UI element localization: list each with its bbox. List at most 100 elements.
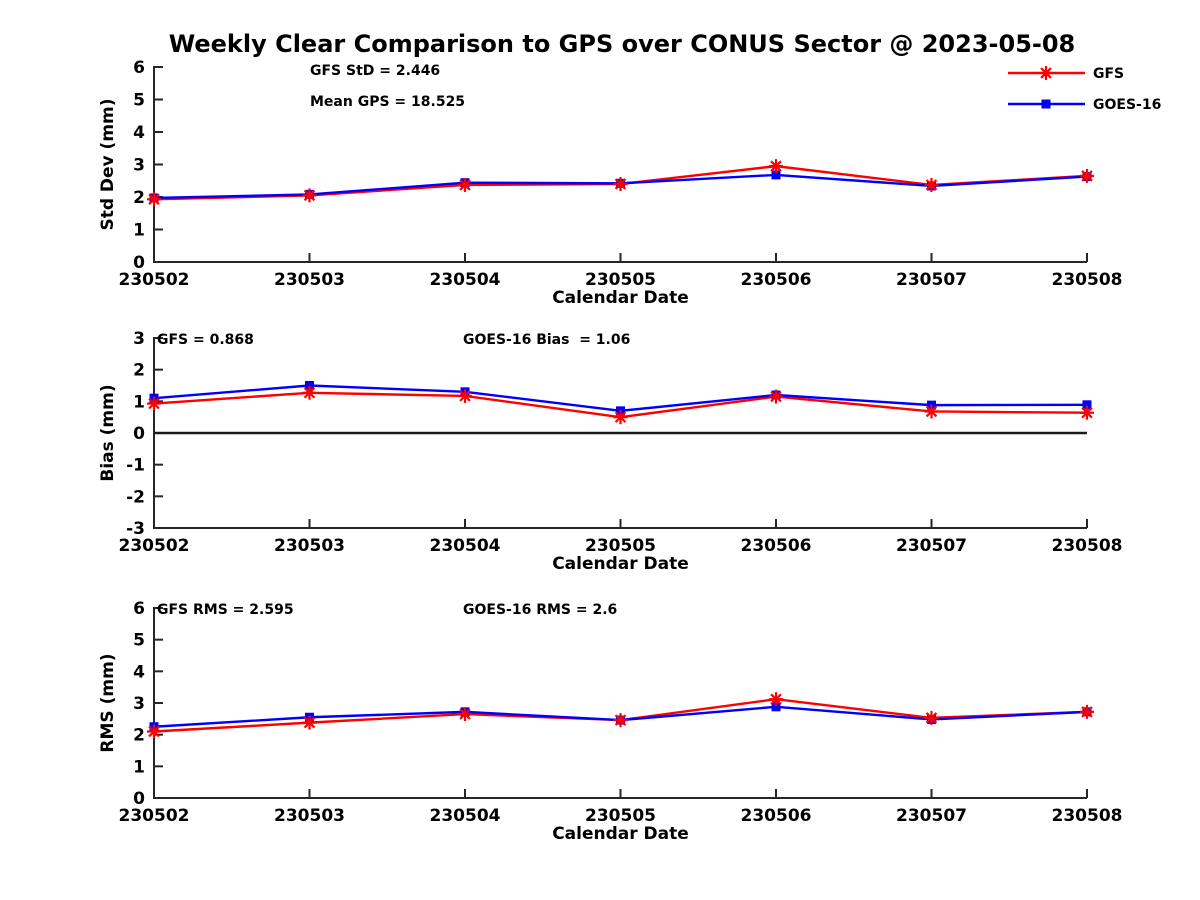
asterisk-marker-icon xyxy=(302,715,317,730)
asterisk-marker-icon xyxy=(302,188,317,203)
y-tick-label: 5 xyxy=(133,91,145,111)
annotation-std-dev-1: Mean GPS = 18.525 xyxy=(310,94,465,110)
y-tick-label: 6 xyxy=(133,58,145,78)
x-tick-label: 230505 xyxy=(585,270,656,290)
x-tick-label: 230508 xyxy=(1052,536,1123,556)
asterisk-spoke xyxy=(459,708,471,720)
subplot-rms: 0 1 2 3 4 5 6 230502 230503 230504 230505 230506 230… xyxy=(98,599,1122,844)
x-tick-label: 230507 xyxy=(896,270,967,290)
asterisk-marker-icon xyxy=(458,177,472,192)
y-tick-label: 2 xyxy=(133,188,145,208)
asterisk-spoke xyxy=(770,160,782,172)
y-tick-label: 4 xyxy=(133,662,145,682)
x-tick-label: 230508 xyxy=(1052,806,1123,826)
y-axis-label: Bias (mm) xyxy=(98,384,118,481)
y-tick-label: 1 xyxy=(133,221,145,241)
y-tick-label: -1 xyxy=(126,456,145,476)
asterisk-spoke xyxy=(148,193,160,206)
x-tick-label: 230508 xyxy=(1052,270,1123,290)
asterisk-spoke xyxy=(614,411,627,423)
x-tick-label: 230502 xyxy=(119,536,190,556)
y-tick-label: 6 xyxy=(133,599,145,619)
subplot-std-dev: 0 1 2 3 4 5 6 230502 230503 230504 230505 230506 230… xyxy=(98,58,1122,308)
x-axis-label: Calendar Date xyxy=(552,824,689,844)
y-tick-label: 0 xyxy=(133,424,145,444)
y-tick-label: 3 xyxy=(133,694,145,714)
x-tick-label: 230506 xyxy=(741,270,812,290)
asterisk-marker-icon xyxy=(924,404,939,419)
square-marker-icon xyxy=(305,381,314,390)
x-axis-label: Calendar Date xyxy=(552,554,689,574)
asterisk-marker-icon xyxy=(1080,405,1094,420)
square-marker-icon xyxy=(771,170,781,180)
x-tick-label: 230505 xyxy=(585,806,656,826)
annotation-std-dev-0: GFS StD = 2.446 xyxy=(310,63,440,79)
x-tick-label: 230503 xyxy=(274,536,345,556)
y-tick-label: 3 xyxy=(133,156,145,176)
y-tick-label: 2 xyxy=(133,361,145,381)
y-axis-label: Std Dev (mm) xyxy=(98,98,118,230)
y-tick-label: 4 xyxy=(133,123,145,143)
y-tick-label: 3 xyxy=(133,329,145,349)
asterisk-marker-icon xyxy=(1080,168,1094,183)
y-tick-label: -3 xyxy=(126,519,145,539)
asterisk-spoke xyxy=(303,387,316,399)
asterisk-marker-icon xyxy=(302,385,317,400)
y-tick-label: 1 xyxy=(133,757,145,777)
asterisk-marker-icon xyxy=(458,707,472,722)
annotation-rms-1: GOES-16 RMS = 2.6 xyxy=(463,602,617,618)
asterisk-marker-icon xyxy=(613,410,628,425)
asterisk-spoke xyxy=(925,712,938,724)
series-markers-gfs xyxy=(147,385,1094,425)
square-marker-icon xyxy=(1041,99,1051,109)
x-tick-label: 230502 xyxy=(119,806,190,826)
asterisk-marker-icon xyxy=(1080,704,1094,719)
asterisk-marker-icon xyxy=(924,177,939,192)
legend-label: GOES-16 xyxy=(1093,97,1161,113)
asterisk-marker-icon xyxy=(769,159,783,174)
x-tick-label: 230504 xyxy=(430,536,501,556)
asterisk-marker-icon xyxy=(613,713,628,728)
figure-title: Weekly Clear Comparison to GPS over CONU… xyxy=(168,30,1076,58)
x-tick-label: 230507 xyxy=(896,536,967,556)
legend: GFS GOES-16 xyxy=(1008,66,1161,113)
asterisk-spoke xyxy=(925,405,938,418)
asterisk-spoke xyxy=(459,179,471,191)
asterisk-marker-icon xyxy=(147,192,161,207)
y-tick-label: -2 xyxy=(126,487,145,507)
square-marker-icon xyxy=(771,702,781,712)
x-tick-label: 230504 xyxy=(430,270,501,290)
series-markers-gfs xyxy=(147,692,1094,739)
asterisk-spoke xyxy=(303,189,316,202)
annotation-bias-0: GFS = 0.868 xyxy=(157,332,254,348)
y-tick-label: 5 xyxy=(133,631,145,651)
asterisk-spoke xyxy=(459,390,471,402)
legend-label: GFS xyxy=(1093,66,1124,82)
asterisk-spoke xyxy=(770,693,782,705)
y-tick-label: 0 xyxy=(133,789,145,809)
legend-item-goes-16: GOES-16 xyxy=(1008,97,1161,113)
x-tick-label: 230507 xyxy=(896,806,967,826)
y-tick-label: 1 xyxy=(133,392,145,412)
asterisk-marker-icon xyxy=(1039,66,1053,80)
x-tick-label: 230504 xyxy=(430,806,501,826)
asterisk-marker-icon xyxy=(924,710,939,725)
square-marker-icon xyxy=(1082,400,1092,410)
y-axis-label: RMS (mm) xyxy=(98,653,118,752)
legend-item-gfs: GFS xyxy=(1008,66,1124,82)
subplot-bias: -3 -2 -1 0 1 2 3 230502 230503 230504 230505 230506… xyxy=(98,329,1122,574)
asterisk-spoke xyxy=(148,725,160,738)
asterisk-marker-icon xyxy=(769,389,783,404)
y-tick-label: 2 xyxy=(133,726,145,746)
asterisk-marker-icon xyxy=(458,388,472,403)
x-axis-label: Calendar Date xyxy=(552,288,689,308)
asterisk-spoke xyxy=(303,716,316,729)
y-tick-label: 0 xyxy=(133,253,145,273)
x-tick-label: 230506 xyxy=(741,806,812,826)
x-tick-label: 230503 xyxy=(274,806,345,826)
asterisk-spoke xyxy=(1081,170,1093,182)
asterisk-marker-icon xyxy=(613,177,628,191)
asterisk-marker-icon xyxy=(147,396,161,411)
